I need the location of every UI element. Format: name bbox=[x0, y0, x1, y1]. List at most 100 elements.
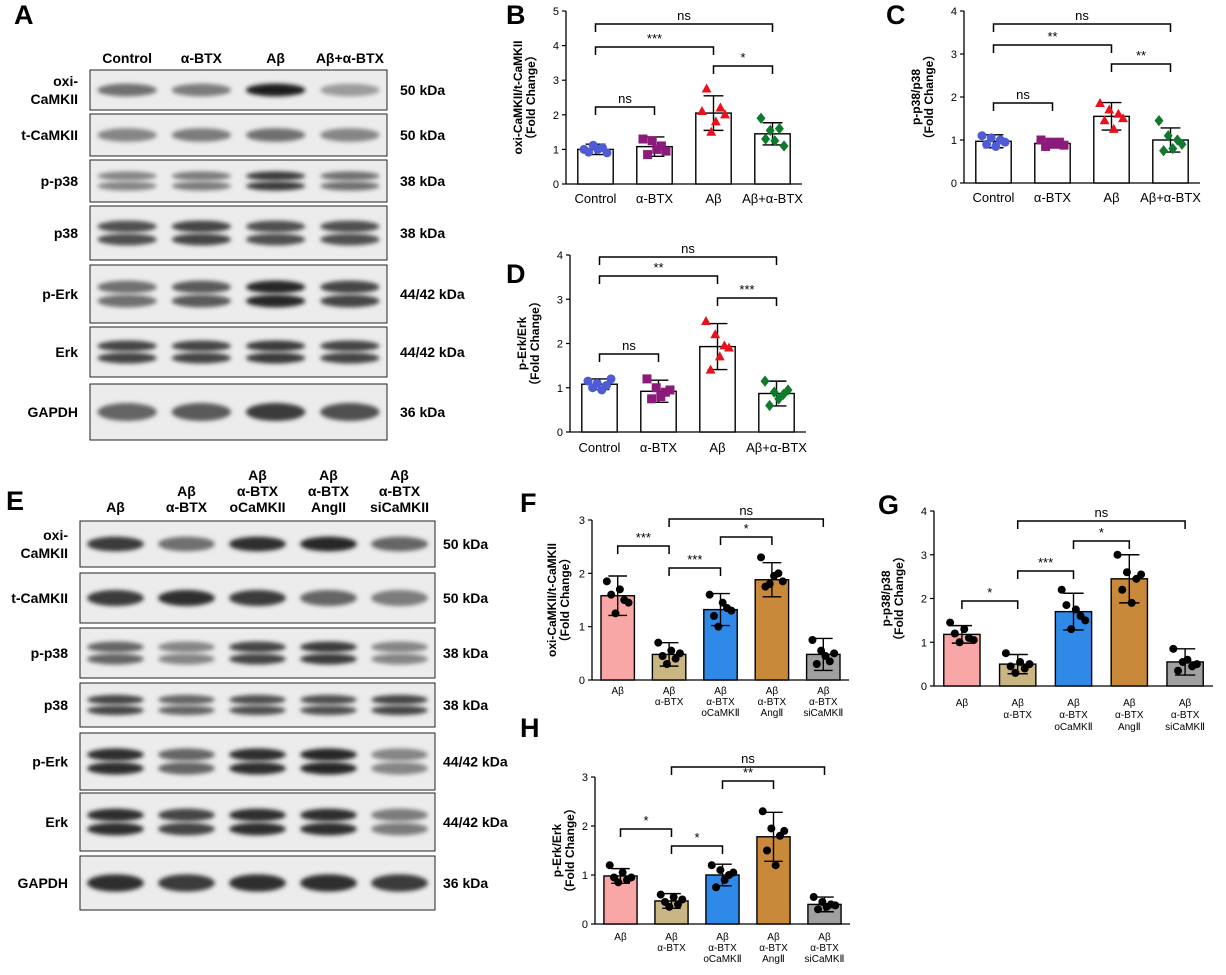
protein-band bbox=[158, 874, 215, 892]
protein-band bbox=[300, 762, 357, 775]
row-label: oxi- bbox=[43, 527, 68, 543]
x-category-label: siCaMKⅡ bbox=[803, 708, 843, 719]
protein-band bbox=[245, 220, 306, 233]
protein-band bbox=[97, 280, 157, 294]
lane-label: Control bbox=[102, 50, 152, 66]
significance-bracket bbox=[1016, 520, 1186, 529]
kda-label: 44/42 kDa bbox=[400, 286, 465, 302]
row-label: CaMKII bbox=[31, 91, 78, 107]
protein-band bbox=[229, 874, 286, 892]
data-point bbox=[1104, 104, 1115, 114]
data-point bbox=[1099, 115, 1110, 125]
panel-letter-g: G bbox=[878, 490, 899, 520]
y-tick-label: 3 bbox=[582, 772, 588, 784]
y-tick-label: 1 bbox=[921, 637, 927, 649]
y-axis-label: oxi-CaMKII/t-CaMKII bbox=[511, 41, 525, 155]
data-point bbox=[946, 618, 955, 627]
data-point bbox=[618, 868, 627, 877]
data-point bbox=[960, 625, 969, 634]
lane-label: Aβ+α-BTX bbox=[316, 50, 385, 66]
data-point bbox=[606, 374, 616, 384]
protein-band bbox=[300, 808, 357, 822]
data-point bbox=[647, 136, 657, 146]
y-tick-label: 4 bbox=[951, 6, 957, 18]
significance-label: * bbox=[694, 830, 699, 845]
data-point bbox=[808, 636, 817, 644]
protein-band bbox=[97, 83, 157, 97]
data-point bbox=[705, 590, 714, 599]
protein-band bbox=[87, 641, 144, 653]
x-category-label: AngⅡ bbox=[1118, 722, 1141, 733]
y-axis-label: （Fold Change） bbox=[527, 295, 542, 392]
x-category-label: α-BTX bbox=[706, 697, 735, 708]
protein-band bbox=[300, 705, 357, 716]
protein-band bbox=[97, 352, 157, 364]
data-point bbox=[1163, 130, 1173, 142]
x-category-label: AngⅡ bbox=[762, 954, 785, 965]
y-tick-label: 3 bbox=[921, 550, 927, 562]
kda-label: 36 kDa bbox=[400, 404, 445, 420]
x-category-label: Aβ+α-BTX bbox=[1140, 190, 1201, 205]
x-category-label: α-BTX bbox=[708, 943, 737, 954]
data-point bbox=[720, 109, 730, 119]
protein-band bbox=[300, 536, 357, 552]
significance-bracket bbox=[594, 23, 774, 32]
data-point bbox=[765, 124, 775, 136]
y-tick-label: 0 bbox=[579, 675, 585, 687]
y-axis-label: p-Erk/Erk bbox=[550, 823, 564, 877]
protein-band bbox=[320, 294, 380, 308]
lane-label: oCaMKII bbox=[230, 499, 286, 515]
data-point bbox=[710, 329, 721, 339]
significance-bracket bbox=[719, 536, 773, 545]
protein-band bbox=[245, 233, 306, 246]
data-point bbox=[770, 135, 780, 147]
protein-band bbox=[97, 128, 157, 142]
protein-band bbox=[171, 128, 232, 142]
data-point bbox=[607, 590, 616, 599]
x-category-label: Control bbox=[973, 190, 1015, 205]
data-point bbox=[1113, 108, 1124, 118]
blot-strip bbox=[79, 792, 436, 852]
data-point bbox=[1025, 660, 1034, 669]
x-category-label: Aβ bbox=[818, 932, 831, 943]
kda-label: 38 kDa bbox=[400, 225, 445, 241]
y-tick-label: 0 bbox=[582, 919, 588, 931]
data-point bbox=[710, 116, 721, 126]
x-category-label: oCaMKⅡ bbox=[703, 954, 741, 965]
data-point bbox=[592, 378, 602, 388]
protein-band bbox=[320, 280, 380, 294]
protein-band bbox=[158, 808, 215, 822]
y-tick-label: 4 bbox=[921, 506, 927, 518]
protein-band bbox=[245, 403, 306, 421]
protein-band bbox=[229, 808, 286, 822]
protein-band bbox=[97, 181, 157, 191]
x-category-label: α-BTX bbox=[809, 697, 838, 708]
protein-band bbox=[158, 748, 215, 761]
y-tick-label: 0 bbox=[951, 178, 957, 190]
data-point bbox=[667, 646, 676, 655]
protein-band bbox=[300, 590, 357, 606]
data-point bbox=[1001, 649, 1010, 658]
data-point bbox=[602, 577, 611, 586]
significance-bracket bbox=[992, 23, 1172, 32]
protein-band bbox=[245, 294, 306, 308]
data-point bbox=[638, 134, 648, 144]
significance-bracket bbox=[670, 766, 826, 775]
y-tick-label: 2 bbox=[579, 568, 585, 580]
data-point bbox=[714, 351, 725, 361]
data-point bbox=[706, 126, 717, 136]
data-point bbox=[982, 139, 992, 149]
data-point bbox=[701, 83, 712, 93]
significance-bracket bbox=[1110, 63, 1172, 72]
data-point bbox=[602, 148, 612, 158]
kda-label: 44/42 kDa bbox=[443, 754, 508, 770]
data-point bbox=[583, 376, 593, 386]
x-category-label: AngⅡ bbox=[761, 708, 784, 719]
y-tick-label: 0 bbox=[921, 681, 927, 693]
protein-band bbox=[171, 83, 232, 97]
x-category-label: Aβ bbox=[767, 932, 780, 943]
blot-strip bbox=[79, 682, 436, 728]
x-category-label: siCaMKⅡ bbox=[1165, 722, 1205, 733]
x-category-label: Aβ bbox=[1103, 190, 1119, 205]
data-point bbox=[1016, 657, 1025, 666]
